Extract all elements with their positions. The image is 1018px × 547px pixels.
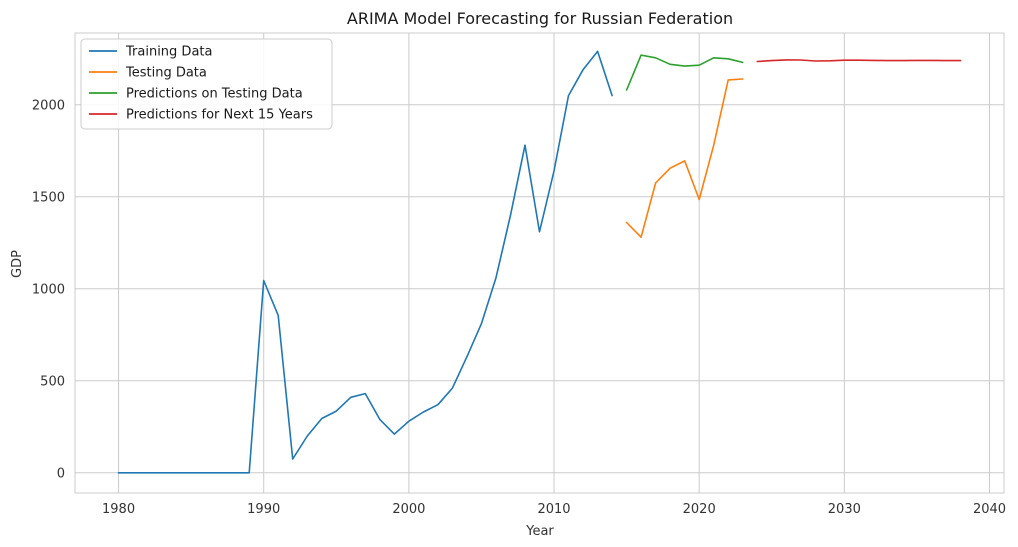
legend-label-predictions-next-15-years: Predictions for Next 15 Years bbox=[126, 108, 313, 123]
series-line-training-data bbox=[117, 50, 613, 474]
series-group bbox=[117, 50, 962, 474]
legend-label-predictions-testing: Predictions on Testing Data bbox=[126, 87, 303, 102]
series-line-predictions-testing bbox=[625, 54, 744, 91]
legend-label-training-data: Training Data bbox=[125, 45, 212, 60]
y-tick-label: 0 bbox=[57, 466, 65, 481]
legend-label-testing-data: Testing Data bbox=[125, 66, 207, 81]
x-tick-label: 1980 bbox=[102, 502, 135, 517]
x-axis-title: Year bbox=[525, 524, 554, 539]
series-line-predictions-next-15-years bbox=[756, 59, 962, 63]
x-tick-label: 1990 bbox=[247, 502, 280, 517]
chart-title: ARIMA Model Forecasting for Russian Fede… bbox=[347, 9, 733, 28]
y-axis-title: GDP bbox=[10, 250, 25, 278]
x-tick-label: 2040 bbox=[973, 502, 1006, 517]
x-tick-label: 2030 bbox=[828, 502, 861, 517]
y-tick-label: 2000 bbox=[32, 98, 65, 113]
x-tick-label: 2010 bbox=[537, 502, 570, 517]
y-tick-label: 500 bbox=[40, 374, 65, 389]
legend-box bbox=[80, 38, 333, 130]
x-tick-label: 2000 bbox=[392, 502, 425, 517]
x-tick-label: 2020 bbox=[683, 502, 716, 517]
y-tick-label: 1500 bbox=[32, 190, 65, 205]
series-line-testing-data bbox=[625, 78, 744, 238]
legend: Training Data Testing Data Predictions on … bbox=[80, 38, 333, 130]
y-tick-label: 1000 bbox=[32, 282, 65, 297]
